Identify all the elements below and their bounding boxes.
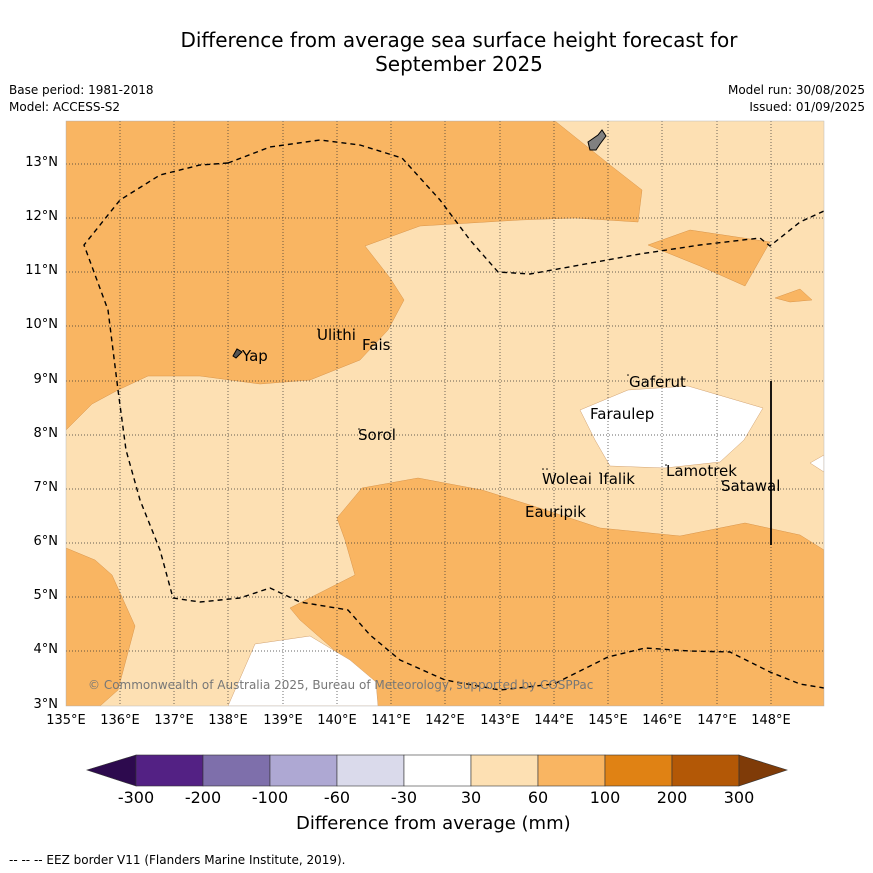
- lon-label: 146°E: [642, 713, 682, 728]
- lat-label: 6°N: [33, 534, 59, 549]
- place-lamotrek: Lamotrek: [666, 462, 737, 480]
- region-east-tiny: [774, 288, 813, 303]
- copyright-notice: © Commonwealth of Australia 2025, Bureau…: [88, 678, 594, 692]
- lon-label: 147°E: [697, 713, 737, 728]
- place-ulithi: Ulithi: [317, 326, 356, 344]
- lon-label: 137°E: [154, 713, 194, 728]
- title-line-1: Difference from average sea surface heig…: [180, 28, 738, 52]
- guam-island: [587, 129, 607, 151]
- lat-label: 10°N: [25, 317, 58, 332]
- base-period: Base period: 1981-2018: [9, 83, 154, 97]
- eez-border-west: [83, 162, 824, 691]
- region-east-small: [647, 229, 771, 287]
- lat-label: 7°N: [33, 480, 59, 495]
- colorbar-segment-5: [403, 754, 472, 787]
- colorbar-extend-low: [86, 754, 137, 787]
- lat-label: 9°N: [33, 372, 59, 387]
- lon-label: 138°E: [208, 713, 248, 728]
- meta-left: Base period: 1981-2018 Model: ACCESS-S2: [9, 82, 154, 116]
- graticule: [66, 121, 824, 706]
- eez-border-north: [227, 139, 824, 275]
- meta-right: Model run: 30/08/2025 Issued: 01/09/2025: [728, 82, 865, 116]
- lat-label: 4°N: [33, 642, 59, 657]
- lon-label: 139°E: [263, 713, 303, 728]
- colorbar-tick: -300: [117, 788, 155, 807]
- lon-label: 142°E: [425, 713, 465, 728]
- model-name: Model: ACCESS-S2: [9, 100, 121, 114]
- colorbar-segment-1: [135, 754, 204, 787]
- place-ifalik: Ifalik: [599, 470, 635, 488]
- lat-label: 3°N: [33, 697, 59, 712]
- colorbar-segment-6: [470, 754, 539, 787]
- place-woleai: Woleai: [542, 470, 592, 488]
- region-north-west: [66, 121, 643, 431]
- yap-island: [232, 348, 243, 359]
- place-sorol: Sorol: [358, 426, 396, 444]
- colorbar-tick: 60: [527, 788, 549, 807]
- lat-label: 13°N: [25, 155, 58, 170]
- place-fais: Fais: [362, 336, 391, 354]
- colorbar-tick: 200: [656, 788, 688, 807]
- lon-label: 143°E: [480, 713, 520, 728]
- colorbar-tick: 300: [723, 788, 755, 807]
- colorbar-tick: -30: [390, 788, 418, 807]
- region-neutral-south: [227, 635, 379, 706]
- colorbar-segment-9: [671, 754, 740, 787]
- lon-label: 144°E: [534, 713, 574, 728]
- lon-label: 135°E: [46, 713, 86, 728]
- colorbar-tick: 30: [460, 788, 482, 807]
- lon-label: 136°E: [100, 713, 140, 728]
- footnote: -- -- -- EEZ border V11 (Flanders Marine…: [9, 853, 346, 867]
- lat-label: 5°N: [33, 588, 59, 603]
- region-south-east: [289, 477, 824, 706]
- lat-label: 12°N: [25, 209, 58, 224]
- colorbar-segment-8: [604, 754, 673, 787]
- place-eauripik: Eauripik: [525, 503, 586, 521]
- title-line-2: September 2025: [375, 52, 543, 76]
- lat-label: 8°N: [33, 426, 59, 441]
- colorbar-tick: -60: [323, 788, 351, 807]
- place-satawal: Satawal: [721, 477, 781, 495]
- lon-label: 145°E: [588, 713, 628, 728]
- lon-label: 141°E: [371, 713, 411, 728]
- colorbar-tick: -100: [251, 788, 289, 807]
- colorbar-extend-high: [738, 754, 788, 787]
- colorbar-tick: 100: [589, 788, 621, 807]
- place-faraulep: Faraulep: [590, 405, 655, 423]
- colorbar-segment-2: [202, 754, 271, 787]
- colorbar-segment-4: [336, 754, 405, 787]
- place-gaferut: Gaferut: [629, 373, 686, 391]
- chart-title: Difference from average sea surface heig…: [0, 28, 873, 76]
- issued-date: Issued: 01/09/2025: [749, 100, 865, 114]
- colorbar-label: Difference from average (mm): [296, 813, 571, 834]
- place-yap: Yap: [242, 347, 268, 365]
- lon-label: 140°E: [317, 713, 357, 728]
- colorbar-segment-3: [269, 754, 338, 787]
- region-neutral-edge: [809, 454, 824, 473]
- colorbar-segment-7: [537, 754, 606, 787]
- lon-label: 148°E: [751, 713, 791, 728]
- colorbar-tick: -200: [184, 788, 222, 807]
- colorbar: [86, 754, 788, 787]
- model-run: Model run: 30/08/2025: [727, 83, 865, 97]
- lat-label: 11°N: [25, 263, 58, 278]
- atoll-dots: [317, 328, 723, 482]
- region-south-west: [66, 547, 136, 706]
- map-area: [66, 121, 824, 706]
